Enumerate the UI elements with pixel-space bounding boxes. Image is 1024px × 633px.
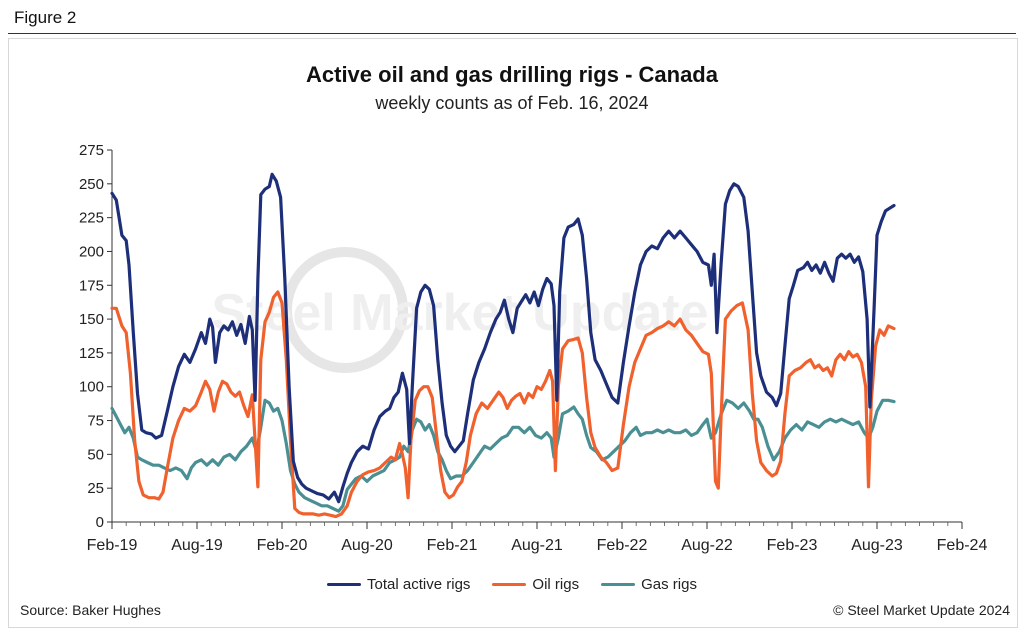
legend-item-gas: Gas rigs (601, 576, 697, 593)
legend-label-oil: Oil rigs (532, 576, 580, 593)
x-tick-label: Feb-19 (87, 537, 138, 554)
legend-item-total: Total active rigs (327, 576, 470, 593)
y-tick-label: 150 (79, 311, 104, 328)
legend-item-oil: Oil rigs (492, 576, 579, 593)
chart-title: Active oil and gas drilling rigs - Canad… (306, 62, 718, 87)
chart-axes: 0 25 50 75 100 125 150 175 200 225 250 275 Feb-19 Aug… (79, 142, 987, 554)
legend-label-total: Total active rigs (367, 576, 471, 593)
y-tick-label: 175 (79, 277, 104, 294)
series-line-total-active-rigs (110, 172, 896, 504)
series-line-oil-rigs (110, 290, 896, 519)
x-tick-label: Aug-22 (681, 537, 733, 554)
chart-subtitle: weekly counts as of Feb. 16, 2024 (375, 93, 649, 113)
chart-legend: Total active rigs Oil rigs Gas rigs (0, 576, 1024, 593)
source-note: Source: Baker Hughes (20, 602, 161, 618)
y-tick-label: 75 (87, 413, 104, 430)
x-tick-label: Feb-22 (597, 537, 648, 554)
chart-series (110, 172, 896, 519)
x-tick-label: Aug-23 (851, 537, 903, 554)
y-tick-label: 275 (79, 142, 104, 159)
figure-label: Figure 2 (14, 8, 77, 27)
legend-swatch-gas (601, 583, 636, 586)
x-tick-label: Feb-23 (767, 537, 818, 554)
y-tick-label: 125 (79, 345, 104, 362)
x-tick-label: Feb-20 (257, 537, 308, 554)
series-line-gas-rigs (110, 398, 896, 513)
copyright-note: © Steel Market Update 2024 (833, 602, 1010, 618)
x-tick-label: Aug-20 (341, 537, 393, 554)
x-tick-label: Aug-21 (511, 537, 563, 554)
header-divider (8, 33, 1016, 34)
y-tick-label: 225 (79, 210, 104, 227)
y-tick-label: 250 (79, 176, 104, 193)
y-tick-label: 25 (87, 480, 104, 497)
watermark-text: Steel Market Update (211, 284, 708, 342)
legend-swatch-total (327, 583, 362, 586)
x-tick-label: Feb-21 (427, 537, 478, 554)
x-tick-label: Aug-19 (171, 537, 223, 554)
x-tick-label: Feb-24 (937, 537, 988, 554)
y-tick-label: 0 (96, 514, 104, 531)
legend-label-gas: Gas rigs (641, 576, 697, 593)
legend-swatch-oil (492, 583, 527, 586)
y-tick-label: 100 (79, 379, 104, 396)
y-tick-label: 50 (87, 446, 104, 463)
y-tick-label: 200 (79, 243, 104, 260)
